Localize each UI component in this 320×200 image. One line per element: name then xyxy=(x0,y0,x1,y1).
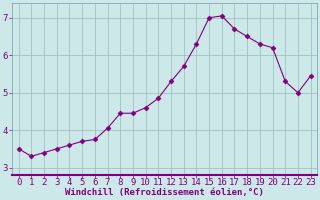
X-axis label: Windchill (Refroidissement éolien,°C): Windchill (Refroidissement éolien,°C) xyxy=(65,188,264,197)
